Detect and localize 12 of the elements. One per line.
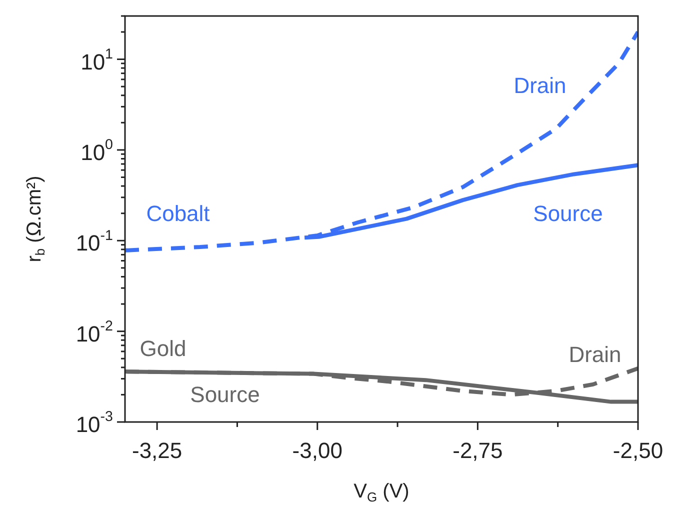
series-label: Source: [190, 382, 260, 408]
series-label: Drain: [568, 342, 622, 368]
line-series: [125, 30, 638, 252]
x-tick-label: -2,75: [452, 438, 503, 464]
x-tick-label: -3,25: [132, 438, 182, 464]
x-tick-label: -2,50: [612, 438, 664, 464]
series-label: Drain: [514, 73, 566, 98]
annotation: Cobalt: [146, 201, 210, 226]
y-axis-title: rb (Ω.cm²): [24, 176, 48, 262]
x-tick-label: -3,00: [292, 438, 342, 464]
series-label: Source: [533, 201, 603, 226]
annotation: Gold: [140, 336, 186, 362]
